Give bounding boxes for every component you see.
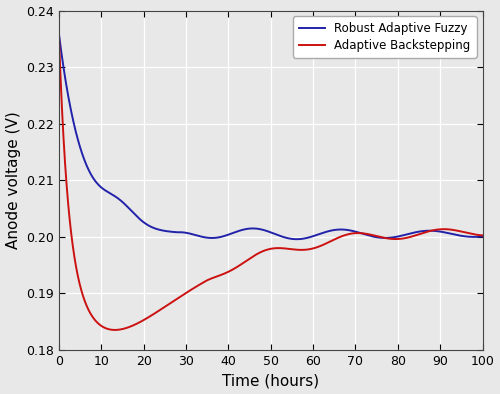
Robust Adaptive Fuzzy	[130, 210, 136, 214]
Robust Adaptive Fuzzy	[104, 189, 110, 194]
Robust Adaptive Fuzzy	[480, 234, 486, 239]
Adaptive Backstepping	[104, 326, 110, 331]
Adaptive Backstepping	[480, 233, 486, 238]
Adaptive Backstepping	[130, 323, 136, 328]
Line: Robust Adaptive Fuzzy: Robust Adaptive Fuzzy	[59, 33, 482, 239]
Line: Adaptive Backstepping: Adaptive Backstepping	[59, 33, 482, 330]
Legend: Robust Adaptive Fuzzy, Adaptive Backstepping: Robust Adaptive Fuzzy, Adaptive Backstep…	[293, 17, 476, 58]
X-axis label: Time (hours): Time (hours)	[222, 374, 319, 388]
Adaptive Backstepping	[112, 327, 118, 332]
Robust Adaptive Fuzzy	[236, 228, 242, 233]
Robust Adaptive Fuzzy	[472, 234, 478, 239]
Adaptive Backstepping	[426, 229, 432, 234]
Adaptive Backstepping	[56, 31, 62, 35]
Y-axis label: Anode voltage (V): Anode voltage (V)	[6, 112, 20, 249]
Robust Adaptive Fuzzy	[426, 229, 432, 233]
Robust Adaptive Fuzzy	[56, 31, 62, 35]
Adaptive Backstepping	[218, 272, 224, 277]
Adaptive Backstepping	[472, 232, 478, 237]
Robust Adaptive Fuzzy	[218, 234, 224, 239]
Adaptive Backstepping	[237, 263, 243, 268]
Robust Adaptive Fuzzy	[294, 237, 300, 242]
